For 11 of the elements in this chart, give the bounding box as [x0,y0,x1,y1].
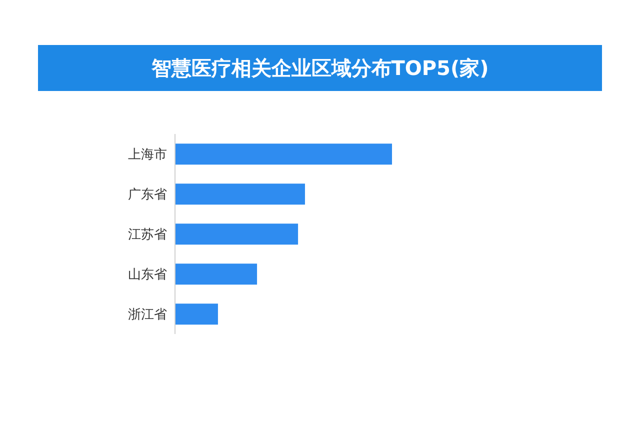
y-tick-label: 江苏省 [128,228,167,243]
chart-title: 智慧医疗相关企业区域分布TOP5(家) [38,45,602,91]
y-tick-label: 上海市 [128,148,167,163]
bar [175,224,298,245]
y-tick-label: 浙江省 [128,308,167,323]
bar [175,144,392,165]
y-tick-label: 山东省 [128,268,167,283]
bar [175,184,305,205]
y-tick-label: 广东省 [128,188,167,203]
bar [175,264,258,285]
bar [175,304,218,325]
